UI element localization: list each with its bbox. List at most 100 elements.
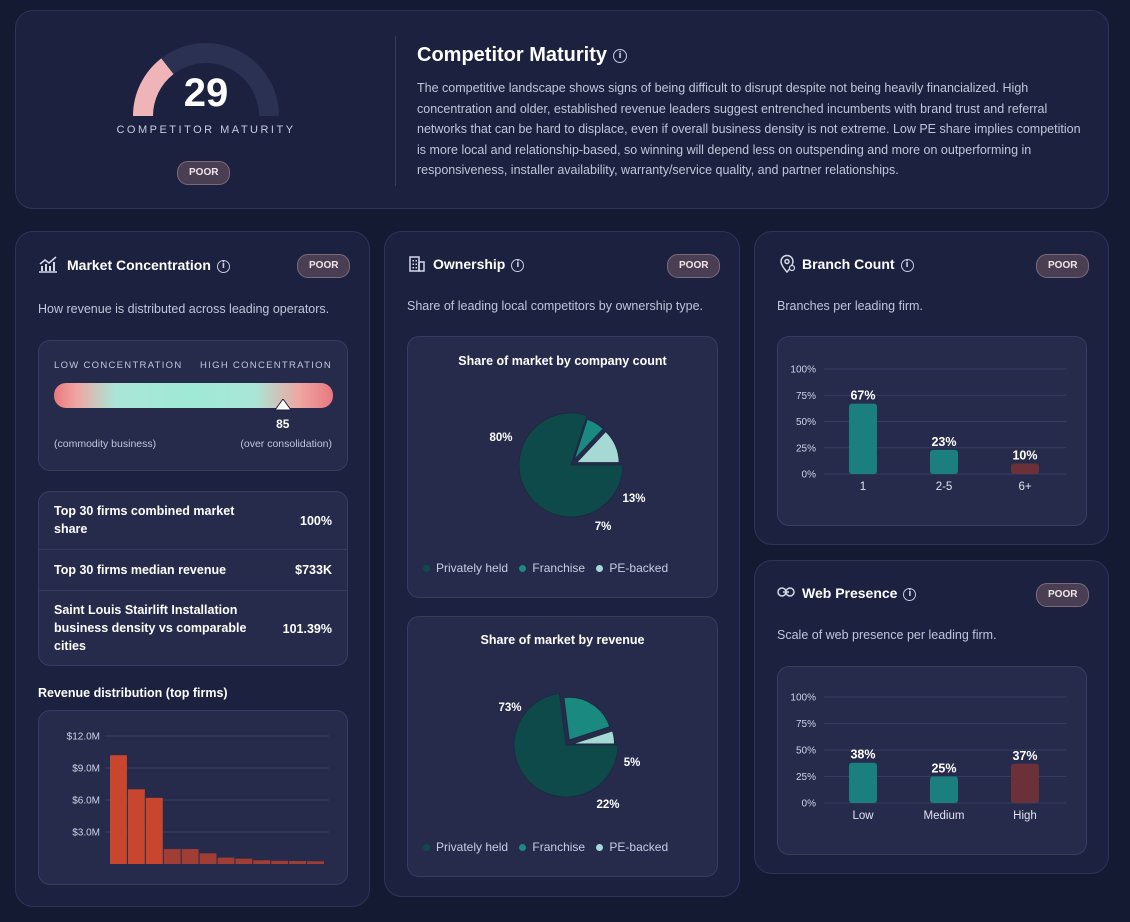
bar-tick-label: 50% [796,746,816,757]
legend-dot [423,565,430,573]
pie-slice [573,418,604,461]
branch-title-text: Branch Count [802,256,895,272]
legend-item-private: Privately held [423,840,508,854]
company-count-title: Share of market by company count [458,354,667,368]
revenue-bar [271,860,289,864]
consolidation-note: (over consolidation) [240,438,332,450]
branch-desc: Branches per leading firm. [777,299,923,313]
legend-item-franchise: Franchise [519,840,585,854]
pie-value-label: 73% [498,702,521,714]
link-icon [777,587,795,597]
market-title-text: Market Concentration [67,257,211,273]
web-chart-panel: 0% 25% 50% 75% 100% 38% Low 25% Medium 37% High [777,666,1087,855]
revenue-bar [307,861,324,864]
legend-dot [519,565,527,573]
bar-value-label: 37% [1012,749,1037,763]
legend-dot [519,844,527,852]
legend-text: Privately held [436,561,509,575]
market-title: Market Concentration i [67,257,230,273]
bar-value-label: 23% [931,435,956,449]
legend-text: PE-backed [609,840,669,854]
stat-value-median-revenue: $733K [295,563,332,577]
bar [849,403,877,474]
summary-divider [395,36,396,186]
revenue-bar [127,789,145,864]
info-icon[interactable]: i [613,48,627,63]
revenue-bar [253,860,271,864]
bar-tick-label: 75% [796,719,816,730]
web-title-text: Web Presence [802,585,898,601]
revenue-distribution-panel: $3.0M $6.0M $9.0M $12.0M [38,710,348,885]
bar [1011,763,1039,803]
stat-label-combined-share: Top 30 firms combined market share [54,504,235,536]
bar [930,449,958,474]
summary-text: The competitive landscape shows signs of… [417,81,1081,177]
web-desc: Scale of web presence per leading firm. [777,628,997,642]
legend-item-private: Privately held [423,561,508,575]
bar-value-label: 10% [1012,449,1037,463]
maturity-gauge [133,43,279,117]
market-stats-table: Top 30 firms combined market share 100% … [38,491,348,666]
revenue-bar [217,857,235,864]
revenue-bar [163,849,181,864]
pie-slice [513,692,619,798]
stat-label-median-revenue: Top 30 firms median revenue [54,563,227,577]
company-count-panel: Share of market by company count 80% 7% 13… [407,336,718,598]
bar-category-label: 6+ [1018,481,1031,493]
branch-badge: POOR [1036,254,1090,278]
web-presence-chart: 0% 25% 50% 75% 100% 38% Low 25% Medium 37% High [790,693,1066,822]
gauge-value: 29 [183,71,229,115]
revenue-share-pie: 73% 22% 5% [498,692,641,811]
info-icon[interactable]: i [903,587,917,601]
bar-tick-label: 25% [796,443,816,454]
market-concentration-card: Market Concentration i POOR How revenue i… [15,231,370,907]
stat-label-business-density: Saint Louis Stairlift Installation busin… [54,603,247,653]
revenue-distribution-chart: $3.0M $6.0M $9.0M $12.0M [67,732,329,864]
legend-dot [423,844,430,852]
ownership-desc: Share of leading local competitors by ow… [407,299,703,313]
pie-value-label: 80% [489,432,512,444]
high-concentration-label: HIGH CONCENTRATION [200,360,332,371]
concentration-marker [273,399,292,411]
stat-divider [39,590,347,591]
bar-value-label: 25% [931,762,956,776]
legend-text: PE-backed [609,561,669,575]
summary-card: 29 COMPETITOR MATURITY POOR Competitor M… [15,10,1109,209]
branch-title: Branch Count i [802,256,914,272]
market-badge: POOR [297,254,351,278]
revenue-distribution-title: Revenue distribution (top firms) [38,686,228,700]
info-icon[interactable]: i [511,258,525,272]
revenue-tick-label: $12.0M [67,732,100,743]
branch-count-card: Branch Count i POOR Branches per leading … [754,231,1109,545]
concentration-value: 85 [276,417,290,431]
bar-category-label: Medium [924,810,965,822]
summary-title-text: Competitor Maturity [417,44,607,66]
ownership-title-text: Ownership [433,256,506,272]
pie-value-label: 5% [624,757,641,769]
info-icon[interactable]: i [216,259,230,273]
building-icon [409,256,425,272]
bar-category-label: 2-5 [936,481,953,493]
legend-item-pe: PE-backed [596,840,668,854]
market-desc: How revenue is distributed across leadin… [38,302,330,316]
pie-slice [575,430,620,464]
legend-item-franchise: Franchise [519,561,585,575]
revenue-bar [289,861,307,864]
branch-chart-panel: 0% 25% 50% 75% 100% 67% 1 23% 2-5 10% 6+ [777,336,1087,526]
legend-text: Franchise [532,840,586,854]
bar-tick-label: 75% [796,391,816,402]
ownership-badge: POOR [667,254,721,278]
revenue-share-legend: Privately held Franchise PE-backed [423,840,668,854]
revenue-share-title: Share of market by revenue [480,633,645,647]
bar-tick-label: 0% [802,470,817,481]
branch-count-chart: 0% 25% 50% 75% 100% 67% 1 23% 2-5 10% 6+ [790,365,1066,493]
revenue-bar [199,853,217,864]
ownership-title: Ownership i [433,256,525,272]
low-concentration-label: LOW CONCENTRATION [54,360,183,371]
gauge-fill [133,58,174,117]
company-count-legend: Privately held Franchise PE-backed [423,561,668,575]
bar [1011,463,1039,474]
info-icon[interactable]: i [900,258,914,272]
summary-rating-badge: POOR [177,161,231,185]
pie-value-label: 22% [596,799,619,811]
